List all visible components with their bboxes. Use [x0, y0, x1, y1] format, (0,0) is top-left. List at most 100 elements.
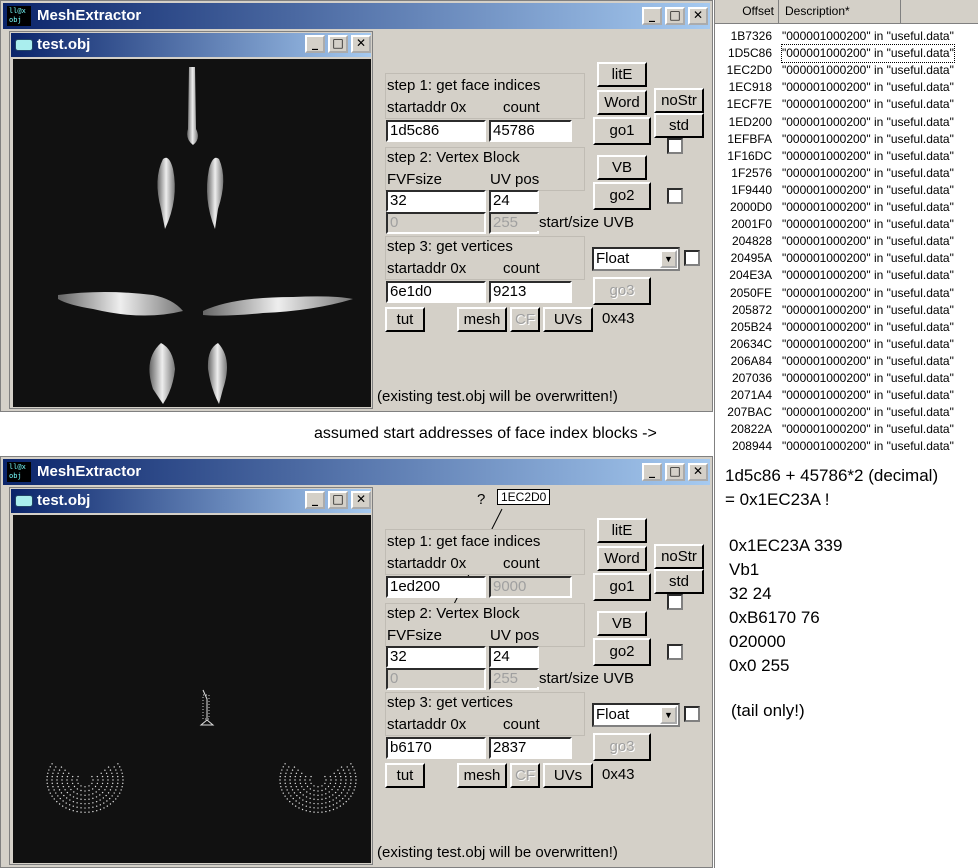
child-minimize-button[interactable]: _: [305, 491, 325, 509]
list-item[interactable]: 20495A "000001000200" in "useful.data": [715, 250, 978, 267]
child-close-button[interactable]: ✕: [351, 35, 371, 53]
overwrite-warning: (existing test.obj will be overwritten!): [377, 844, 618, 861]
offset-column-header[interactable]: Offset: [715, 0, 779, 24]
minimize-button[interactable]: _: [642, 7, 662, 25]
child-maximize-button[interactable]: □: [328, 35, 348, 53]
list-item[interactable]: 2001F0 "000001000200" in "useful.data": [715, 216, 978, 233]
face-startaddr-input[interactable]: 1d5c86: [386, 120, 486, 142]
offset-cell: 1B7326: [730, 29, 772, 43]
fvfsize-input[interactable]: 32: [386, 190, 486, 212]
format-select[interactable]: Float ▼: [592, 703, 680, 727]
step1-checkbox[interactable]: [667, 138, 683, 154]
list-item[interactable]: 1EFBFA "000001000200" in "useful.data": [715, 131, 978, 148]
list-item[interactable]: 204828 "000001000200" in "useful.data": [715, 233, 978, 250]
lite-button[interactable]: litE: [597, 518, 647, 543]
search-results-list[interactable]: Offset Description* 1B7326 "000001000200"…: [714, 0, 978, 456]
go2-button[interactable]: go2: [593, 638, 651, 666]
face-count-input[interactable]: 45786: [489, 120, 572, 142]
step1-checkbox[interactable]: [667, 594, 683, 610]
go1-button[interactable]: go1: [593, 117, 651, 145]
vb-button[interactable]: VB: [597, 155, 647, 180]
list-item[interactable]: 1ECF7E "000001000200" in "useful.data": [715, 96, 978, 113]
step2-checkbox[interactable]: [667, 644, 683, 660]
step3-checkbox[interactable]: [684, 250, 700, 266]
list-item[interactable]: 1EC918 "000001000200" in "useful.data": [715, 79, 978, 96]
vcount-label: count: [503, 716, 540, 733]
step1-label: step 1: get face indices: [387, 533, 541, 550]
list-item[interactable]: 2000D0 "000001000200" in "useful.data": [715, 199, 978, 216]
list-item[interactable]: 1B7326 "000001000200" in "useful.data": [715, 28, 978, 45]
child-close-button[interactable]: ✕: [351, 491, 371, 509]
mesh-viewport[interactable]: [13, 59, 371, 407]
step2-checkbox[interactable]: [667, 188, 683, 204]
std-button[interactable]: std: [654, 569, 704, 594]
list-header: Offset Description*: [715, 0, 978, 24]
go2-button[interactable]: go2: [593, 182, 651, 210]
format-select[interactable]: Float ▼: [592, 247, 680, 271]
mesh-button[interactable]: mesh: [457, 307, 507, 332]
list-item[interactable]: 1F16DC "000001000200" in "useful.data": [715, 148, 978, 165]
list-item[interactable]: 1D5C86 "000001000200" in "useful.data": [715, 44, 978, 64]
offset-cell: 207036: [731, 371, 772, 385]
tut-button[interactable]: tut: [385, 763, 425, 788]
description-cell: "000001000200" in "useful.data": [782, 114, 954, 129]
lite-button[interactable]: litE: [597, 62, 647, 87]
list-item[interactable]: 208944 "000001000200" in "useful.data": [715, 438, 978, 455]
title-bar[interactable]: ll@x obj MeshExtractor: [3, 3, 710, 29]
list-item[interactable]: 1F9440 "000001000200" in "useful.data": [715, 182, 978, 199]
uvb-size-input: 255: [489, 668, 539, 690]
close-button[interactable]: ✕: [688, 7, 708, 25]
face-startaddr-input[interactable]: 1ed200: [386, 576, 486, 598]
uvs-button[interactable]: UVs: [543, 307, 593, 332]
vertex-startaddr-input[interactable]: 6e1d0: [386, 281, 486, 303]
minimize-button[interactable]: _: [642, 463, 662, 481]
close-button[interactable]: ✕: [688, 463, 708, 481]
nostr-button[interactable]: noStr: [654, 88, 704, 113]
description-cell: "000001000200" in "useful.data": [782, 234, 954, 249]
list-item[interactable]: 204E3A "000001000200" in "useful.data": [715, 267, 978, 284]
offset-cell: 1ED200: [728, 114, 772, 129]
chevron-down-icon[interactable]: ▼: [660, 250, 677, 268]
child-maximize-button[interactable]: □: [328, 491, 348, 509]
description-cell: "000001000200" in "useful.data": [782, 422, 954, 437]
uvpos-input[interactable]: 24: [489, 646, 539, 668]
tut-button[interactable]: tut: [385, 307, 425, 332]
vertex-count-input[interactable]: 2837: [489, 737, 572, 759]
list-item[interactable]: 20634C "000001000200" in "useful.data": [715, 336, 978, 353]
list-item[interactable]: 1ED200 "000001000200" in "useful.data": [715, 114, 978, 131]
chevron-down-icon[interactable]: ▼: [660, 706, 677, 724]
list-item[interactable]: 206A84 "000001000200" in "useful.data": [715, 353, 978, 370]
list-item[interactable]: 2050FE "000001000200" in "useful.data": [715, 285, 978, 302]
title-bar[interactable]: ll@x obj MeshExtractor: [3, 459, 710, 485]
step3-checkbox[interactable]: [684, 706, 700, 722]
go1-button[interactable]: go1: [593, 573, 651, 601]
mesh-button[interactable]: mesh: [457, 763, 507, 788]
list-item[interactable]: 1F2576 "000001000200" in "useful.data": [715, 165, 978, 182]
list-item[interactable]: 207036 "000001000200" in "useful.data": [715, 370, 978, 387]
list-item[interactable]: 207BAC "000001000200" in "useful.data": [715, 404, 978, 421]
word-button[interactable]: Word: [597, 90, 647, 115]
child-minimize-button[interactable]: _: [305, 35, 325, 53]
maximize-button[interactable]: □: [665, 463, 685, 481]
description-column-header[interactable]: Description*: [781, 0, 901, 24]
list-item[interactable]: 1EC2D0 "000001000200" in "useful.data": [715, 62, 978, 79]
format-value: Float: [596, 250, 630, 267]
uvb-start-input: 0: [386, 668, 486, 690]
word-button[interactable]: Word: [597, 546, 647, 571]
mesh-viewport[interactable]: [13, 515, 371, 863]
std-button[interactable]: std: [654, 113, 704, 138]
fvfsize-input[interactable]: 32: [386, 646, 486, 668]
vertex-startaddr-input[interactable]: b6170: [386, 737, 486, 759]
list-item[interactable]: 205B24 "000001000200" in "useful.data": [715, 319, 978, 336]
list-item[interactable]: 205872 "000001000200" in "useful.data": [715, 302, 978, 319]
maximize-button[interactable]: □: [665, 7, 685, 25]
vertex-count-input[interactable]: 9213: [489, 281, 572, 303]
list-item[interactable]: 20822A "000001000200" in "useful.data": [715, 421, 978, 438]
description-cell: "000001000200" in "useful.data": [782, 353, 954, 368]
uvpos-input[interactable]: 24: [489, 190, 539, 212]
uvs-button[interactable]: UVs: [543, 763, 593, 788]
vb-button[interactable]: VB: [597, 611, 647, 636]
hex-value: 0x43: [599, 310, 638, 327]
list-item[interactable]: 2071A4 "000001000200" in "useful.data": [715, 387, 978, 404]
nostr-button[interactable]: noStr: [654, 544, 704, 569]
